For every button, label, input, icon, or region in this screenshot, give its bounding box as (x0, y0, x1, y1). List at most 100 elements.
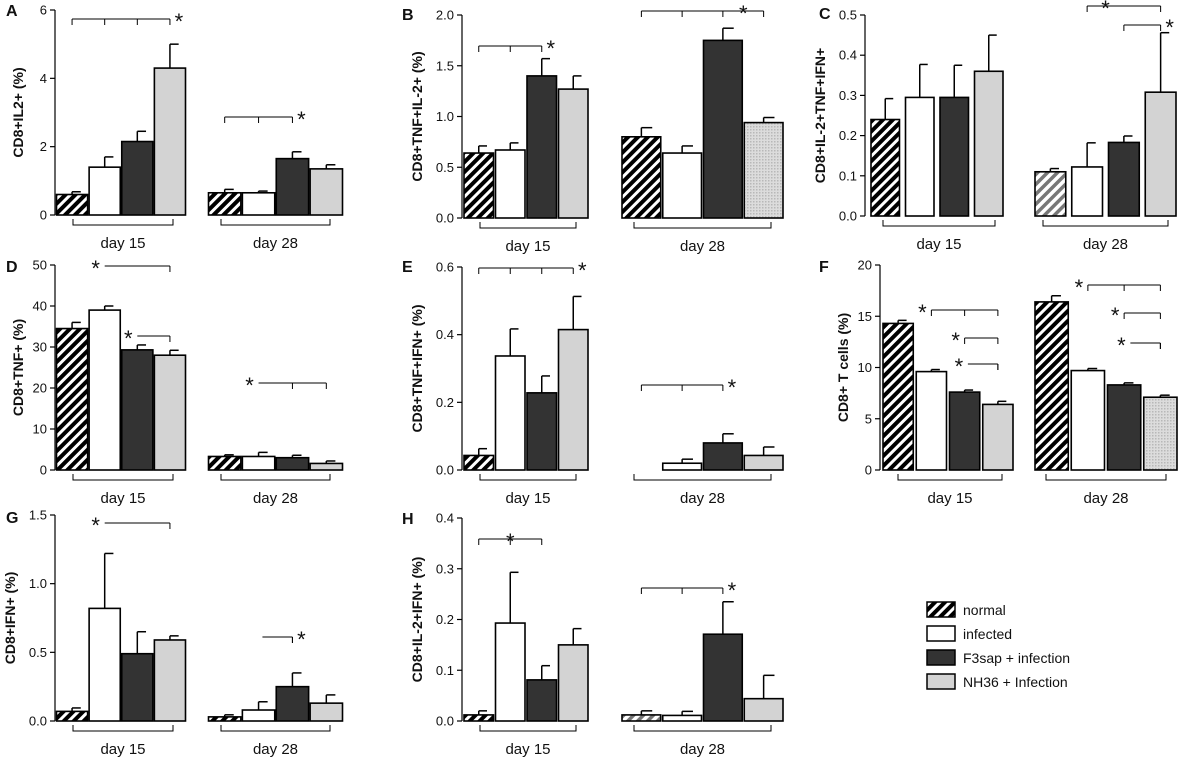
y-tick-label: 5 (865, 411, 872, 426)
significance-bracket: * (955, 354, 999, 379)
bar-nh36-day15 (153, 67, 187, 216)
y-tick-label: 0.2 (436, 612, 454, 627)
significance-bracket: * (262, 627, 306, 652)
bar-infected-day28 (241, 455, 276, 471)
bar-infected-day28 (661, 152, 703, 219)
panel-letter: C (819, 6, 831, 23)
significance-bracket: * (1117, 333, 1161, 358)
bar-normal-day15 (463, 714, 495, 722)
bar-infected-day15 (88, 607, 122, 722)
y-axis-label: CD8+IFN+ (%) (2, 572, 18, 665)
group-bracket (882, 220, 996, 227)
bar-nh36-day15 (557, 328, 589, 471)
bar-infected-day28 (661, 462, 703, 471)
group-label: day 15 (505, 238, 550, 255)
group-bracket (479, 222, 577, 229)
y-tick-label: 10 (858, 360, 872, 375)
bar-nh36-day28 (1144, 91, 1177, 217)
y-tick-label: 1.0 (436, 109, 454, 124)
y-tick-label: 15 (858, 309, 872, 324)
y-tick-label: 1.0 (29, 576, 47, 591)
significance-star: * (297, 107, 306, 132)
significance-bracket: * (1075, 275, 1161, 300)
group-bracket (220, 725, 331, 732)
panel-a: A 0 2 4 6 CD8+IL2+ (%) day 15 day 28 * * (6, 3, 344, 252)
bar-normal-day15 (870, 118, 901, 217)
significance-star: * (951, 328, 960, 353)
group-bracket (72, 219, 174, 226)
y-tick-label: 6 (40, 3, 47, 18)
bar-f3sap-day15 (526, 392, 558, 471)
significance-bracket: * (91, 513, 171, 538)
bar-normal-day15 (55, 327, 89, 471)
bar-normal-day28 (207, 191, 242, 216)
bar-nh36-day28 (309, 168, 344, 216)
bar-infected-day15 (494, 355, 526, 471)
group-bracket (479, 725, 577, 732)
significance-star: * (739, 1, 748, 26)
bar-f3sap-day28 (1106, 384, 1142, 471)
bar-infected-day28 (661, 714, 703, 722)
significance-star: * (955, 354, 964, 379)
bar-nh36-day15 (981, 403, 1014, 471)
group-bracket (220, 474, 331, 481)
bar-infected-day15 (88, 309, 122, 471)
y-tick-label: 0.1 (839, 168, 857, 183)
y-tick-label: 0.0 (29, 714, 47, 729)
y-tick-label: 0.0 (436, 714, 454, 729)
bar-normal-day15 (882, 322, 915, 471)
y-tick-label: 50 (33, 258, 47, 273)
group-label: day 15 (927, 490, 972, 507)
significance-star: * (124, 326, 133, 351)
bar-f3sap-day28 (275, 456, 310, 471)
significance-star: * (728, 375, 737, 400)
legend-label-normal: normal (963, 602, 1006, 618)
y-tick-label: 0.4 (436, 327, 454, 342)
y-tick-label: 10 (33, 422, 47, 437)
y-tick-label: 40 (33, 299, 47, 314)
y-tick-label: 20 (33, 381, 47, 396)
y-tick-label: 0.4 (436, 511, 454, 526)
significance-star: * (918, 300, 927, 325)
group-bracket (1045, 474, 1167, 481)
y-tick-label: 0.0 (839, 209, 857, 224)
significance-star: * (578, 258, 587, 283)
group-bracket (72, 474, 174, 481)
bar-normal-day28 (1034, 301, 1070, 471)
y-tick-label: 0.5 (436, 160, 454, 175)
significance-bracket: * (640, 1, 765, 26)
bar-infected-day28 (241, 191, 276, 216)
bar-nh36-day15 (153, 354, 187, 471)
bar-normal-day28 (621, 136, 662, 219)
significance-bracket: * (640, 375, 737, 400)
significance-star: * (1111, 303, 1120, 328)
y-axis-label: CD8+IL2+ (%) (10, 67, 26, 157)
panel-letter: B (402, 7, 414, 24)
panel-e: E 0.0 0.2 0.4 0.6 CD8+TNF+IFN+ (%) day 15 day 2… (402, 258, 784, 507)
panel-letter: A (6, 3, 18, 20)
y-tick-label: 20 (858, 258, 872, 273)
panel-letter: E (402, 259, 413, 276)
y-tick-label: 0.5 (839, 8, 857, 23)
panel-c: C 0.0 0.1 0.2 0.3 0.4 0.5 CD8+IL-2+TNF+IFN+ day … (812, 0, 1177, 253)
y-tick-label: 0.1 (436, 663, 454, 678)
bar-f3sap-day28 (275, 157, 310, 216)
panel-letter: D (6, 259, 18, 276)
significance-star: * (175, 9, 184, 34)
significance-bracket: * (918, 300, 999, 325)
legend-swatch-f3sap (926, 649, 956, 666)
bar-nh36-day15 (557, 644, 589, 722)
bar-normal-day28 (1034, 170, 1067, 217)
bar-nh36-day28 (309, 462, 344, 471)
significance-star: * (245, 373, 254, 398)
group-label: day 28 (1083, 236, 1128, 253)
group-bracket (1042, 220, 1169, 227)
panel-g: G 0.0 0.5 1.0 1.5 CD8+IFN+ (%) day 15 day 28 * * (2, 508, 344, 758)
y-tick-label: 4 (40, 71, 47, 86)
group-bracket (220, 219, 331, 226)
bar-f3sap-day28 (702, 442, 744, 471)
y-tick-label: 0 (865, 463, 872, 478)
bar-infected-day15 (88, 166, 122, 216)
bar-f3sap-day15 (120, 140, 154, 216)
group-label: day 28 (1083, 490, 1128, 507)
